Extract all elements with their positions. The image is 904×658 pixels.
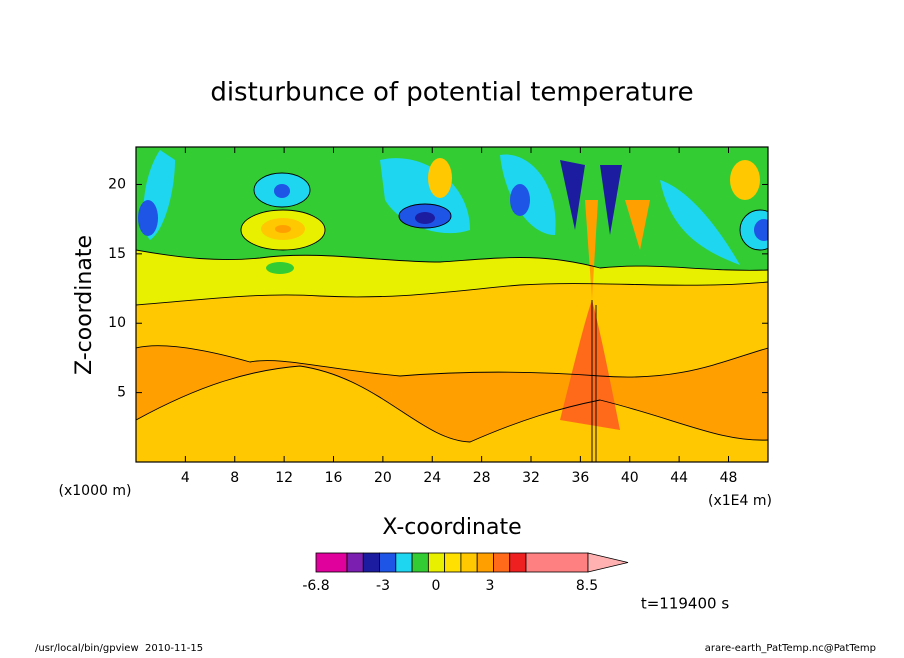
colorbar-swatch <box>525 552 589 573</box>
x-tick-label: 48 <box>720 470 738 486</box>
x-tick-label: 36 <box>571 470 589 486</box>
contour-region <box>585 200 650 300</box>
x-tick-label: 40 <box>621 470 639 486</box>
y-tick-label: 20 <box>108 176 126 192</box>
colorbar-swatch <box>509 552 527 573</box>
contour-region <box>266 262 294 274</box>
chart-title: disturbunce of potential temperature <box>210 78 693 108</box>
x-tick-label: 32 <box>522 470 540 486</box>
contour-region <box>428 158 452 198</box>
x-tick-label: 20 <box>374 470 392 486</box>
x-axis-label: X-coordinate <box>382 515 521 540</box>
colorbar-swatch <box>444 552 462 573</box>
contour-region <box>136 345 768 442</box>
colorbar-tick-label: -3 <box>376 578 390 594</box>
colorbar-swatch <box>493 552 511 573</box>
footer-right: arare-earth_PatTemp.nc@PatTemp <box>705 643 876 654</box>
colorbar-swatch <box>395 552 413 573</box>
x-unit: (x1E4 m) <box>708 493 772 509</box>
colorbar-swatch <box>362 552 380 573</box>
colorbar-swatch <box>315 552 348 573</box>
footer-left: /usr/local/bin/gpview 2010-11-15 <box>35 643 203 654</box>
contour-region <box>560 160 622 235</box>
contour-region <box>754 219 768 241</box>
colorbar: -6.8 -3 0 3 8.5 <box>302 552 629 594</box>
contour-region <box>138 200 158 236</box>
contour-region <box>730 160 760 200</box>
colorbar-swatch <box>427 552 446 573</box>
colorbar-swatch <box>476 552 494 573</box>
contour-lines <box>136 172 768 462</box>
x-tick-label: 16 <box>325 470 343 486</box>
x-tick-label: 12 <box>275 470 293 486</box>
contour-region <box>510 184 530 216</box>
x-tick-label: 44 <box>670 470 688 486</box>
colorbar-swatch <box>346 552 364 573</box>
annotation: t=119400 s <box>641 595 729 613</box>
colorbar-extension <box>587 552 629 573</box>
x-tick-label: 28 <box>473 470 491 486</box>
y-axis-label: Z-coordinate <box>72 235 97 375</box>
colorbar-swatch <box>411 552 429 573</box>
colorbar-tick-label: 0 <box>432 578 441 594</box>
colorbar-tick-label: 8.5 <box>576 578 598 594</box>
contour-region <box>275 225 291 233</box>
colorbar-tick-label: 3 <box>486 578 495 594</box>
y-tick-label: 15 <box>108 246 126 262</box>
colorbar-tick-label: -6.8 <box>302 578 329 594</box>
x-tick-label: 8 <box>230 470 239 486</box>
y-tick-label: 5 <box>117 385 126 401</box>
contour-region <box>660 180 740 265</box>
contour-field <box>136 147 768 462</box>
contour-region <box>560 300 620 430</box>
contour-region <box>274 184 290 198</box>
x-tick-label: 24 <box>423 470 441 486</box>
y-tick-label: 10 <box>108 315 126 331</box>
colorbar-swatch <box>460 552 478 573</box>
colorbar-swatch <box>379 552 397 573</box>
plot-frame <box>135 146 769 463</box>
contour-region <box>415 212 435 224</box>
y-unit: (x1000 m) <box>59 483 132 499</box>
x-tick-label: 4 <box>181 470 190 486</box>
